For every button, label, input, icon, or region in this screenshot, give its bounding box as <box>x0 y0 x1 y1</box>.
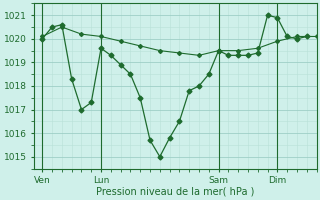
X-axis label: Pression niveau de la mer( hPa ): Pression niveau de la mer( hPa ) <box>96 187 254 197</box>
